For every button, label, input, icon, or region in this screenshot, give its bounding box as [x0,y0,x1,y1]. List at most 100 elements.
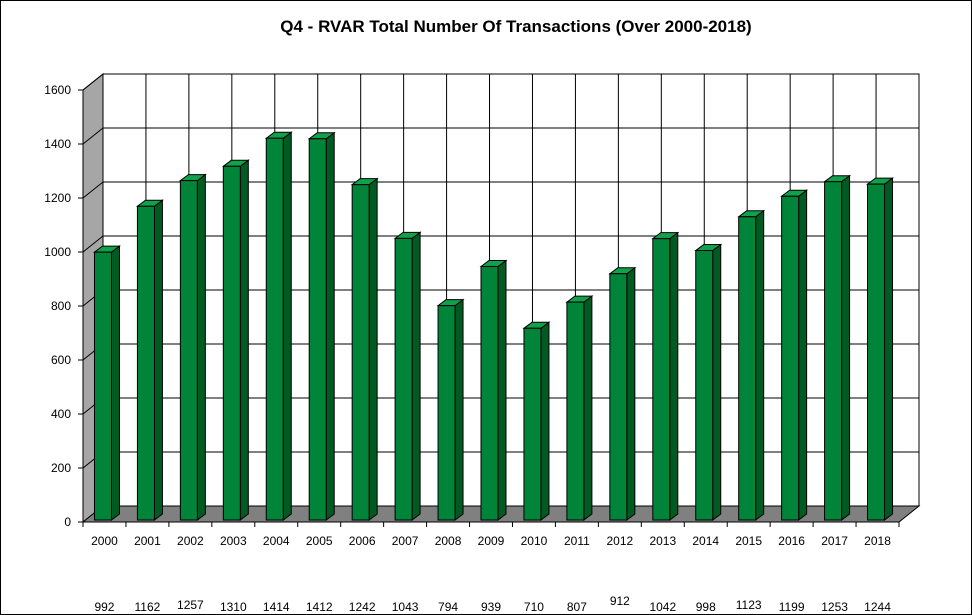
y-tick-label: 800 [51,299,71,313]
bar-2011 [565,295,594,521]
data-label-2017: 1253 [821,600,848,614]
side-gridline [82,235,104,253]
x-tick-label-2010: 2010 [521,534,548,548]
bar-front-face [695,250,714,521]
bar-2009 [479,259,508,521]
x-tick-label-2006: 2006 [349,534,376,548]
x-tick-label-2008: 2008 [435,534,462,548]
data-label-2005: 1412 [306,600,333,614]
bar-2004 [264,131,293,521]
bar-2007 [393,231,422,521]
bar-2015 [737,209,766,521]
bar-side-face [583,295,593,521]
bar-2002 [178,173,207,521]
data-label-2004: 1414 [263,600,290,614]
data-label-2007: 1043 [392,600,419,614]
x-tick-label-2004: 2004 [263,534,290,548]
bar-side-face [798,189,808,521]
x-tick-label-2005: 2005 [306,534,333,548]
bar-front-face [738,216,757,521]
y-tick-label: 0 [64,515,71,529]
bar-side-face [153,199,163,521]
data-label-2011: 807 [567,600,587,614]
bar-side-face [325,131,335,521]
bar-front-face [824,181,843,521]
bar-2008 [436,298,465,521]
bar-front-face [179,180,198,521]
bar-front-face [781,195,800,521]
y-tick-label: 1200 [44,191,71,205]
bar-side-face [712,243,722,521]
bar-2017 [823,174,852,521]
data-label-2003: 1310 [220,600,247,614]
bar-2001 [135,199,164,521]
bar-2006 [350,177,379,521]
bar-side-face [755,209,765,521]
bar-2018 [866,177,895,521]
bar-front-face [480,265,499,521]
bar-side-face [282,131,292,521]
chart-title: Q4 - RVAR Total Number Of Transactions (… [280,17,751,36]
bar-front-face [609,273,628,521]
bar-side-face [497,259,507,521]
bar-front-face [222,165,241,521]
bar-front-face [265,137,284,521]
bar-side-face [239,159,249,521]
bar-front-face [652,238,671,521]
bar-front-face [566,301,585,521]
bar-2005 [307,131,336,521]
y-tick-label: 1000 [44,245,71,259]
bar-2014 [694,243,723,521]
y-tick-label: 400 [51,407,71,421]
y-tick-label: 1600 [44,83,71,97]
bar-2003 [221,159,250,521]
data-label-2009: 939 [481,600,501,614]
data-label-2016: 1199 [779,600,805,614]
bar-2016 [780,189,809,521]
x-tick-label-2000: 2000 [91,534,118,548]
data-label-2014: 998 [696,600,716,614]
bar-side-face [626,266,636,521]
bar-side-face [841,174,851,521]
bar-front-face [93,251,112,521]
y-tick-label: 200 [51,461,71,475]
x-tick-label-2016: 2016 [778,534,805,548]
bar-side-face [454,298,464,521]
x-tick-label-2013: 2013 [649,534,676,548]
x-tick-label-2007: 2007 [392,534,419,548]
bar-2012 [608,266,637,521]
x-tick-label-2001: 2001 [134,534,161,548]
bar-side-face [540,321,550,521]
data-label-2018: 1244 [864,600,891,614]
x-tick-label-2009: 2009 [478,534,505,548]
bar-front-face [308,138,327,521]
bar-2010 [522,321,551,521]
bar-side-face [411,231,421,521]
x-tick-label-2014: 2014 [692,534,719,548]
bar-front-face [523,327,542,521]
data-label-2002: 1257 [177,598,204,612]
y-axis-tick-labels: 0 200 400 600 800 1000 1200 1400 1600 [44,83,71,529]
data-label-2013: 1042 [649,600,676,614]
bar-front-face [437,305,456,521]
data-label-2010: 710 [524,600,544,614]
x-tick-label-2015: 2015 [735,534,762,548]
chart-bars [92,131,895,521]
side-gridline [82,181,104,199]
data-label-2015: 1123 [736,598,762,612]
bar-side-face [196,173,206,521]
data-label-2000: 992 [94,600,114,614]
bar-front-face [867,183,886,521]
bar-side-face [110,245,120,521]
bar-side-face [368,177,378,521]
y-tick-label: 600 [51,353,71,367]
bar-front-face [394,237,413,521]
x-axis-tick-labels: 2000 2001 2002 2003 2004 2005 2006 2007 2008 2009… [91,534,891,548]
x-tick-label-2018: 2018 [864,534,891,548]
bar-2000 [92,245,121,521]
data-label-2006: 1242 [349,600,376,614]
x-tick-label-2002: 2002 [177,534,204,548]
data-label-2001: 1162 [135,600,161,614]
